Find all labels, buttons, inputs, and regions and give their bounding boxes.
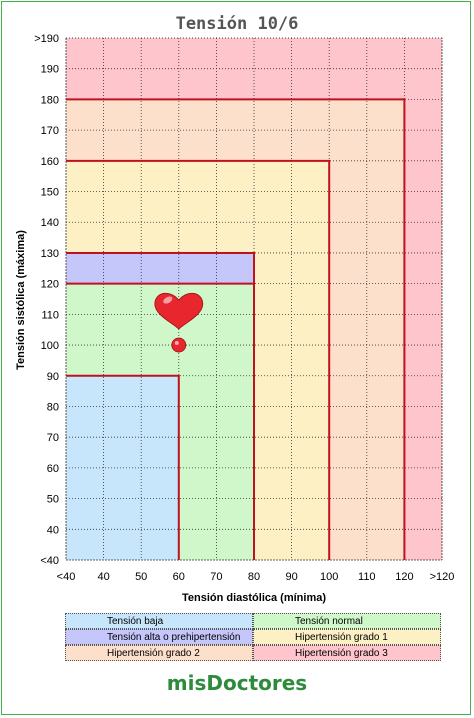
legend-item: Tensión normal	[253, 613, 441, 629]
x-tick-label: <40	[57, 571, 76, 583]
x-tick-label: 70	[210, 571, 222, 583]
y-tick-label: 80	[47, 401, 59, 413]
legend-item: Tensión baja	[65, 613, 253, 629]
zone-outline-1	[66, 98, 406, 560]
y-tick-label: <40	[40, 555, 59, 567]
y-tick-label: 90	[47, 371, 59, 383]
zone-outlines-layer	[66, 98, 406, 560]
legend: Tensión baja Tensión normal Tensión alta o…	[65, 613, 441, 661]
x-tick-label: 90	[285, 571, 297, 583]
y-tick-label: 180	[41, 94, 59, 106]
legend-item: Hipertensión grado 3	[253, 645, 441, 661]
y-tick-label: 140	[41, 217, 59, 229]
x-tick-label: 50	[135, 571, 147, 583]
heart-highlight	[163, 296, 173, 304]
x-tick-label: 60	[173, 571, 185, 583]
x-tick-label: 110	[358, 571, 376, 583]
chart-title: Tensión 10/6	[175, 14, 299, 34]
zone-outline-4	[66, 282, 255, 560]
y-tick-label: 190	[41, 64, 59, 76]
y-tick-label: 60	[47, 463, 59, 475]
y-tick-label: 110	[41, 309, 59, 321]
y-tick-label: 50	[47, 494, 59, 506]
zone-outline-5	[66, 374, 180, 560]
legend-item: Tensión alta o prehipertensión	[65, 629, 253, 645]
y-tick-label: 40	[47, 524, 59, 536]
heart-icon	[154, 292, 204, 353]
y-axis-label: Tensión sistólica (máxima)	[15, 230, 27, 370]
zone-fill-5	[66, 375, 179, 560]
x-tick-label: 120	[395, 571, 413, 583]
y-tick-label: 100	[41, 340, 59, 352]
y-tick-label: 160	[41, 156, 59, 168]
zone-outline-2	[66, 159, 331, 560]
legend-item: Hipertensión grado 1	[253, 629, 441, 645]
reading-point	[171, 337, 187, 353]
y-tick-label: 170	[41, 125, 59, 137]
brand-logo: misDoctores	[166, 671, 308, 695]
blood-pressure-chart: <40 40 50 60 70 80 90 100 110 120 >120 <40 40 50 60 70…	[15, 33, 455, 604]
y-tick-label: 130	[41, 248, 59, 260]
y-tick-label: 70	[47, 432, 59, 444]
legend-item: Hipertensión grado 2	[65, 645, 253, 661]
x-tick-label: 80	[248, 571, 260, 583]
reading-point-highlight	[174, 341, 179, 346]
y-tick-label: >190	[34, 33, 59, 45]
x-tick-label: 100	[320, 571, 338, 583]
x-tick-label: >120	[430, 571, 455, 583]
x-axis-label: Tensión diastólica (mínima)	[182, 592, 326, 604]
y-tick-label: 150	[41, 187, 59, 199]
y-tick-labels: <40 40 50 60 70 80 90 100 110 120 130 140 150 160 170 1…	[34, 33, 59, 567]
x-tick-labels: <40 40 50 60 70 80 90 100 110 120 >120	[57, 571, 455, 583]
x-tick-label: 40	[97, 571, 109, 583]
y-tick-label: 120	[41, 279, 59, 291]
